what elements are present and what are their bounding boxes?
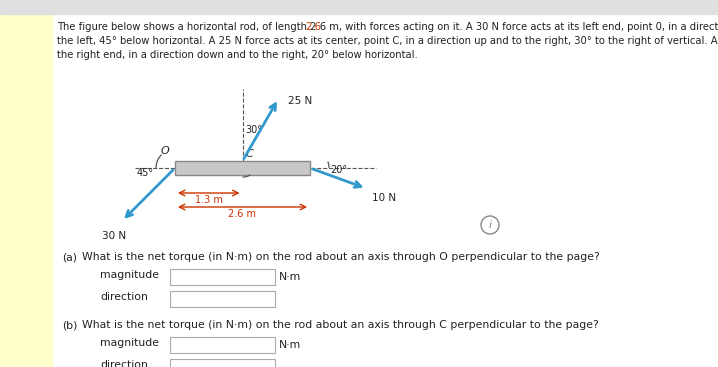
- Text: 2.6 m: 2.6 m: [228, 209, 256, 219]
- Text: 45°: 45°: [137, 168, 154, 178]
- Bar: [170, 269, 275, 285]
- Text: counterclockwise ▾: counterclockwise ▾: [175, 362, 269, 367]
- Text: direction: direction: [100, 360, 148, 367]
- Text: magnitude: magnitude: [100, 338, 159, 348]
- Bar: [170, 337, 275, 353]
- Text: the left, 45° below horizontal. A 25 N force acts at its center, point C, in a d: the left, 45° below horizontal. A 25 N f…: [57, 36, 718, 46]
- Text: 10 N: 10 N: [373, 193, 396, 203]
- Text: N·m: N·m: [279, 272, 302, 282]
- Text: counterclockwise ▾: counterclockwise ▾: [175, 294, 269, 304]
- Text: 30°: 30°: [246, 125, 263, 135]
- Text: N·m: N·m: [279, 340, 302, 350]
- Bar: [175, 161, 310, 175]
- Bar: [0, 0, 718, 14]
- Text: The figure below shows a horizontal rod, of length 2.6 m, with forces acting on : The figure below shows a horizontal rod,…: [57, 22, 718, 32]
- Text: magnitude: magnitude: [100, 270, 159, 280]
- Text: (a): (a): [62, 252, 77, 262]
- Bar: [170, 291, 275, 307]
- Text: 1.3 m: 1.3 m: [195, 195, 223, 205]
- Text: 2.6: 2.6: [305, 22, 321, 32]
- Bar: [0, 0, 52, 367]
- Text: What is the net torque (in N·m) on the rod about an axis through O perpendicular: What is the net torque (in N·m) on the r…: [82, 252, 600, 262]
- Text: 20°: 20°: [330, 165, 347, 175]
- Text: C: C: [246, 149, 253, 159]
- Text: the right end, in a direction down and to the right, 20° below horizontal.: the right end, in a direction down and t…: [57, 50, 418, 60]
- Bar: [170, 359, 275, 367]
- Text: O: O: [160, 146, 169, 156]
- Text: 30 N: 30 N: [102, 231, 126, 241]
- Text: (b): (b): [62, 320, 78, 330]
- Text: 25 N: 25 N: [289, 96, 313, 106]
- Text: direction: direction: [100, 292, 148, 302]
- Text: What is the net torque (in N·m) on the rod about an axis through C perpendicular: What is the net torque (in N·m) on the r…: [82, 320, 599, 330]
- Text: i: i: [488, 220, 492, 230]
